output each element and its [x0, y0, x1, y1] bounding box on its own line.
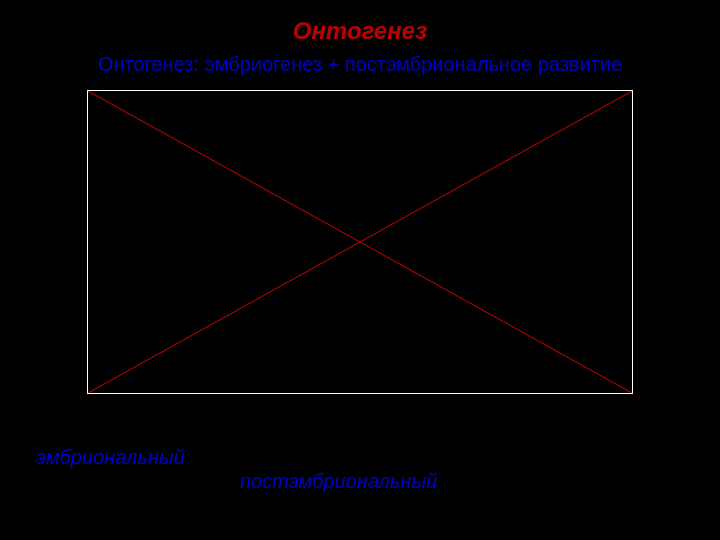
placeholder-cross-icon — [88, 91, 632, 393]
image-placeholder — [87, 90, 633, 394]
slide-subtitle: Онтогенез: эмбриогенез + постэмбриональн… — [0, 54, 720, 77]
label-embryonic: эмбриональный — [36, 447, 185, 470]
slide-title: Онтогенез — [0, 18, 720, 46]
label-postembryonic: постэмбриональный — [240, 471, 437, 494]
